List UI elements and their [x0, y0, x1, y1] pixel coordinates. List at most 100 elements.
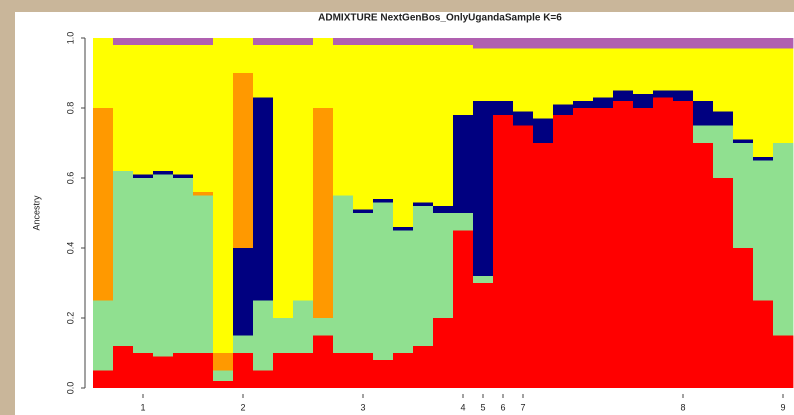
bar-segment: [133, 178, 154, 353]
x-tick-label: 7: [520, 402, 525, 412]
bar-segment: [373, 202, 394, 360]
bar-segment: [653, 38, 674, 49]
bar-segment: [113, 38, 134, 45]
bar-segment: [393, 38, 414, 45]
bar-segment: [173, 38, 194, 45]
bar-segment: [693, 38, 714, 49]
bar-segment: [233, 335, 254, 353]
bar-segment: [553, 115, 574, 388]
bar-segment: [173, 178, 194, 353]
bar-segment: [253, 97, 274, 301]
bar-segment: [553, 38, 574, 49]
bar-segment: [93, 300, 114, 371]
bar-segment: [293, 38, 314, 45]
bar-segment: [413, 202, 434, 206]
bar-segment: [253, 300, 274, 371]
bar-segment: [673, 38, 694, 49]
bar-segment: [353, 45, 374, 210]
bar-segment: [673, 48, 694, 91]
bar-segment: [413, 45, 434, 203]
x-tick-label: 9: [780, 402, 785, 412]
bar-segment: [413, 38, 434, 45]
x-tick-label: 5: [480, 402, 485, 412]
bar-segment: [193, 192, 214, 196]
bar-segment: [653, 48, 674, 91]
bar-segment: [473, 283, 494, 388]
bar-segment: [153, 38, 174, 45]
bar-segment: [193, 38, 214, 45]
bar-segment: [733, 143, 754, 248]
bar-segment: [733, 48, 754, 140]
bar-segment: [193, 195, 214, 353]
bar-segment: [593, 108, 614, 388]
bar-segment: [333, 353, 354, 388]
bar-segment: [353, 38, 374, 45]
bar-segment: [473, 48, 494, 101]
bar-segment: [513, 111, 534, 126]
bar-segment: [713, 38, 734, 49]
bar-segment: [353, 353, 374, 388]
bar-segment: [133, 174, 154, 178]
bar-segment: [373, 199, 394, 203]
bar-segment: [273, 45, 294, 318]
bar-segment: [213, 381, 234, 388]
bar-segment: [493, 101, 514, 115]
bar-segment: [273, 38, 294, 45]
bar-segment: [293, 300, 314, 353]
bar-segment: [773, 48, 794, 143]
chart-title: ADMIXTURE NextGenBos_OnlyUgandaSample K=…: [318, 13, 562, 24]
y-tick-label: 0.0: [65, 382, 75, 395]
bar-segment: [773, 335, 794, 388]
bar-segment: [533, 143, 554, 388]
bar-segment: [233, 353, 254, 388]
y-tick-label: 0.8: [65, 102, 75, 115]
bar-segment: [653, 97, 674, 388]
bar-segment: [213, 353, 234, 371]
bar-segment: [153, 356, 174, 388]
bar-segment: [393, 230, 414, 353]
bar-segment: [533, 118, 554, 143]
bar-segment: [753, 300, 774, 388]
bar-segment: [713, 111, 734, 126]
bar-segment: [713, 48, 734, 112]
bar-segment: [613, 38, 634, 49]
bar-segment: [393, 45, 414, 227]
bar-segment: [433, 206, 454, 213]
bar-segment: [633, 94, 654, 108]
bar-segment: [213, 370, 234, 381]
bar-segment: [573, 48, 594, 101]
bar-segment: [493, 115, 514, 388]
bar-segment: [333, 45, 354, 196]
bar-segment: [113, 346, 134, 388]
bar-segment: [353, 213, 374, 353]
bar-segment: [593, 97, 614, 108]
bar-segment: [493, 48, 514, 101]
bar-segment: [433, 318, 454, 388]
x-tick-label: 4: [460, 402, 465, 412]
bar-segment: [93, 38, 114, 108]
bar-segment: [713, 125, 734, 178]
bar-segment: [373, 45, 394, 199]
bar-segment: [473, 38, 494, 49]
bar-segment: [133, 45, 154, 175]
bar-segment: [113, 171, 134, 346]
y-tick-label: 1.0: [65, 32, 75, 45]
bar-segment: [333, 38, 354, 45]
bar-segment: [273, 353, 294, 388]
y-tick-label: 0.4: [65, 242, 75, 255]
bar-segment: [733, 139, 754, 143]
bar-segment: [93, 370, 114, 388]
bar-segment: [253, 370, 274, 388]
bar-segment: [373, 360, 394, 388]
bar-segment: [113, 45, 134, 171]
bar-segment: [513, 125, 534, 388]
bar-segment: [173, 45, 194, 175]
bar-segment: [713, 178, 734, 388]
bar-segment: [553, 104, 574, 115]
bar-segment: [313, 38, 334, 108]
bar-segment: [313, 318, 334, 336]
bar-segment: [613, 48, 634, 91]
y-axis-label: Ancestry: [31, 195, 41, 231]
